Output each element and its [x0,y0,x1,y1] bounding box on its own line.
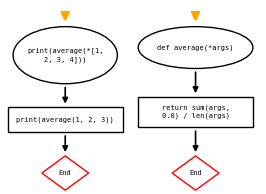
Text: print(average(*[1,
2, 3, 4])): print(average(*[1, 2, 3, 4])) [27,48,103,63]
Polygon shape [42,156,89,190]
Ellipse shape [13,27,117,84]
Text: End: End [59,170,72,176]
Text: return sum(args,
0.0) / len(args): return sum(args, 0.0) / len(args) [161,105,230,120]
Text: def average(*args): def average(*args) [157,44,234,51]
Bar [138,97,253,127]
Text: End: End [189,170,202,176]
Bar [8,107,123,132]
Polygon shape [172,156,219,190]
Text: print(average(1, 2, 3)): print(average(1, 2, 3)) [16,117,114,123]
Ellipse shape [138,27,253,68]
